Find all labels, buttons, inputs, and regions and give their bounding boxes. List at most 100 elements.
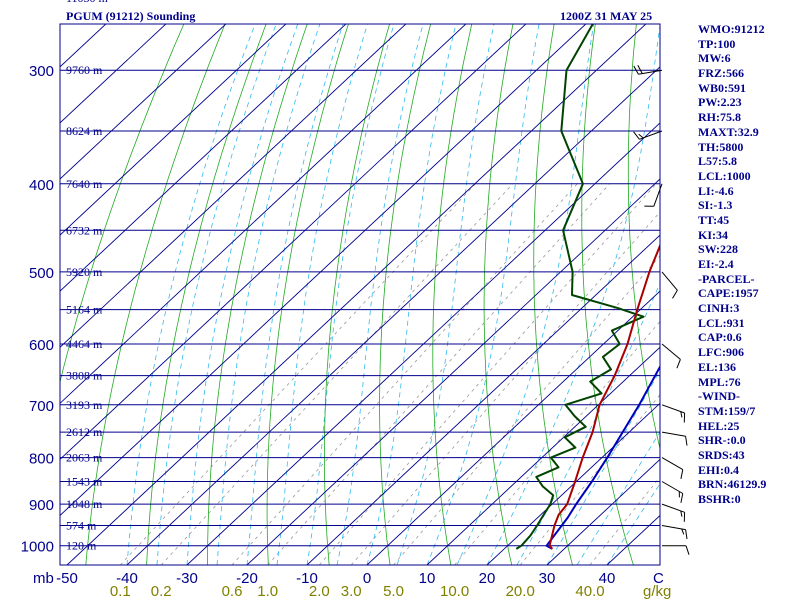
moist-adiabat (276, 24, 368, 565)
wind-barb-staff (638, 69, 663, 75)
mixing-ratio-tick-label: 1.0 (257, 583, 278, 600)
wind-barb-feather (680, 411, 683, 418)
wind-barb-staff (661, 271, 678, 291)
mixing-ratio-line (519, 394, 660, 565)
wind-barb-feather (681, 528, 685, 535)
temperature-unit-label: C (653, 570, 664, 587)
height-label: 9760 m (66, 63, 103, 77)
wind-barb-feather (633, 65, 639, 75)
moist-adiabat (246, 24, 344, 565)
pressure-tick-label: 900 (29, 497, 54, 514)
wind-barb-feather (638, 133, 644, 139)
mixing-ratio-line (393, 255, 660, 565)
index-item: MAXT:32.9 (698, 124, 759, 139)
index-item: WB0:591 (698, 80, 746, 95)
isotherm (60, 24, 467, 404)
isotherm (186, 122, 660, 565)
moist-adiabat (186, 24, 299, 565)
moist-adiabat (126, 24, 256, 565)
pressure-tick-label: 500 (29, 265, 54, 282)
sounding-title: PGUM (91212) Sounding (66, 9, 196, 23)
wind-barb-feather (680, 510, 683, 517)
wind-barb-feather (676, 359, 681, 369)
index-item: LFC:906 (698, 345, 744, 360)
height-label: 1048 m (66, 497, 103, 511)
temperature-tick-label: 30 (539, 570, 556, 587)
sounding-datetime: 1200Z 31 MAY 25 (560, 9, 653, 23)
pressure-tick-label: 300 (29, 63, 54, 80)
isotherm (60, 24, 347, 292)
wind-barb-staff (661, 503, 685, 513)
wind-barb (633, 130, 663, 140)
wind-barb-feather (680, 469, 684, 480)
wind-barb-feather (672, 290, 678, 299)
plot-frame (59, 23, 661, 566)
moist-adiabat (156, 24, 277, 565)
isotherm (246, 178, 660, 565)
wind-barb-staff (661, 431, 686, 437)
temperature-tick-label: 40 (599, 570, 616, 587)
wind-barb-feather (685, 545, 690, 555)
wind-barb (661, 343, 681, 369)
isotherm (426, 346, 660, 565)
isotherm (60, 24, 167, 124)
temperature-profile-line (548, 243, 660, 550)
mixing-ratio-line (350, 211, 660, 565)
moist-adiabat (366, 24, 457, 565)
pressure-tick-label: 1000 (21, 539, 54, 556)
height-label: 6732 m (66, 223, 103, 237)
wind-barb-feather (633, 131, 640, 140)
mixing-ratio-tick-label: 40.0 (575, 583, 604, 600)
temperature-tick-label: 10 (419, 570, 436, 587)
wind-barb (661, 431, 688, 446)
isotherm (60, 24, 227, 180)
pressure-tick-label: 600 (29, 337, 54, 354)
index-item: CAPE:1957 (698, 286, 759, 301)
dry-adiabat (60, 24, 185, 384)
wind-barb-feather (685, 436, 688, 446)
index-item: BRN:46129.9 (698, 477, 767, 492)
index-item: EI:-2.4 (698, 257, 734, 271)
moist-adiabat (336, 24, 424, 565)
isotherm (60, 24, 587, 517)
index-item: SHR-:0.0 (698, 433, 746, 448)
height-label: 2063 m (66, 451, 103, 465)
index-item: TT:45 (698, 212, 730, 227)
moist-adiabat (396, 24, 495, 565)
height-label: 120 m (66, 539, 97, 553)
pressure-unit-label: mb (33, 570, 54, 587)
mixing-ratio-line (231, 183, 578, 565)
index-item: KI:34 (698, 227, 728, 242)
index-item: FRZ:566 (698, 66, 744, 81)
moist-adiabat (576, 431, 660, 565)
wind-barb (633, 65, 663, 75)
mixing-ratio-tick-label: 5.0 (383, 583, 404, 600)
mixing-ratio-tick-label: 0.6 (222, 583, 243, 600)
index-item: -WIND- (698, 389, 740, 404)
index-item: TH:5800 (698, 139, 744, 154)
temperature-tick-label: -10 (296, 570, 318, 587)
temperature-tick-label: 20 (479, 570, 496, 587)
isotherm (60, 24, 527, 461)
wind-barb-feather (685, 529, 688, 540)
dewpoint-profile-line (515, 24, 645, 550)
pressure-tick-label: 700 (29, 398, 54, 415)
wind-barb (661, 457, 684, 480)
index-item: WMO:91212 (698, 22, 765, 36)
temperature-tick-label: -30 (176, 570, 198, 587)
moist-adiabat (486, 24, 660, 565)
height-label: 1543 m (66, 475, 103, 489)
height-label: 4464 m (66, 337, 103, 351)
height-label: 574 m (66, 519, 97, 533)
height-label: 3808 m (66, 369, 103, 383)
isotherm (60, 24, 287, 236)
moist-adiabat (546, 369, 660, 565)
mixing-ratio-tick-label: 0.1 (110, 583, 131, 600)
wind-barb-staff (653, 183, 663, 207)
index-item: PW:2.23 (698, 95, 742, 110)
index-item: HEL:25 (698, 418, 740, 433)
moist-adiabat (216, 24, 321, 565)
index-item: BSHR:0 (698, 492, 741, 506)
index-item: LI:-4.6 (698, 183, 734, 198)
wind-barb (662, 545, 690, 555)
